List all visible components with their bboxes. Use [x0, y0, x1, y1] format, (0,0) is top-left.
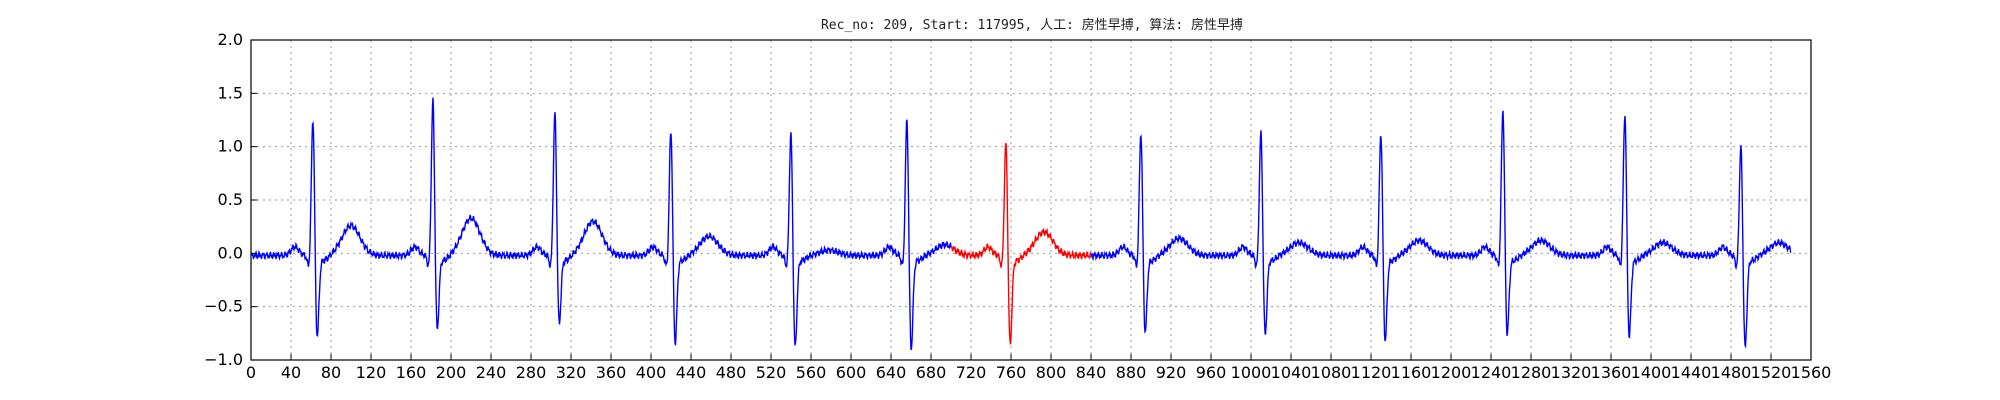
x-tick-label: 440: [676, 363, 707, 382]
x-tick-label: 840: [1076, 363, 1107, 382]
x-tick-label: 1480: [1711, 363, 1752, 382]
y-tick-label: 0.0: [218, 243, 243, 262]
x-tick-label: 1520: [1751, 363, 1792, 382]
x-tick-label: 720: [956, 363, 987, 382]
x-tick-label: 400: [636, 363, 667, 382]
y-tick-label: 2.0: [218, 30, 243, 49]
x-tick-label: 920: [1156, 363, 1187, 382]
x-tick-label: 1360: [1591, 363, 1632, 382]
x-tick-label: 80: [321, 363, 341, 382]
x-ticks: 0 40 80 120 160 200 240 280 320 360 400 440 480 520 56…: [246, 354, 1831, 382]
y-tick-label: −0.5: [204, 297, 243, 316]
x-tick-label: 640: [876, 363, 907, 382]
y-ticks: −1.0 −0.5 0.0 0.5 1.0 1.5 2.0: [204, 30, 257, 369]
x-tick-label: 1200: [1431, 363, 1472, 382]
grid-layer: [251, 40, 1811, 360]
y-tick-label: 1.0: [218, 137, 243, 156]
x-tick-label: 1240: [1471, 363, 1512, 382]
x-tick-label: 160: [396, 363, 427, 382]
chart-title: Rec_no: 209, Start: 117995, 人工: 房性早搏, 算法…: [821, 17, 1243, 33]
x-tick-label: 1080: [1311, 363, 1352, 382]
x-tick-label: 960: [1196, 363, 1227, 382]
x-tick-label: 880: [1116, 363, 1147, 382]
x-tick-label: 360: [596, 363, 627, 382]
x-tick-label: 560: [796, 363, 827, 382]
x-tick-label: 1400: [1631, 363, 1672, 382]
x-tick-label: 1320: [1551, 363, 1592, 382]
y-tick-label: −1.0: [204, 350, 243, 369]
x-tick-label: 1280: [1511, 363, 1552, 382]
ecg-series-2: [1090, 110, 1792, 349]
x-tick-label: 1160: [1391, 363, 1432, 382]
series-layer: [250, 97, 1792, 351]
x-tick-label: 320: [556, 363, 587, 382]
x-tick-label: 120: [356, 363, 387, 382]
x-tick-label: 240: [476, 363, 507, 382]
x-tick-label: 200: [436, 363, 467, 382]
y-tick-label: 0.5: [218, 190, 243, 209]
y-tick-label: 1.5: [218, 83, 243, 102]
x-tick-label: 40: [281, 363, 301, 382]
x-tick-label: 800: [1036, 363, 1067, 382]
x-tick-label: 1120: [1351, 363, 1392, 382]
x-tick-label: 760: [996, 363, 1027, 382]
x-tick-label: 1040: [1271, 363, 1312, 382]
x-tick-label: 1560: [1791, 363, 1832, 382]
x-tick-label: 480: [716, 363, 747, 382]
x-tick-label: 1440: [1671, 363, 1712, 382]
x-tick-label: 0: [246, 363, 256, 382]
x-tick-label: 600: [836, 363, 867, 382]
ecg-series-0: [250, 97, 952, 351]
x-tick-label: 680: [916, 363, 947, 382]
x-tick-label: 520: [756, 363, 787, 382]
ecg-series-1: [950, 142, 1092, 345]
x-tick-label: 1000: [1231, 363, 1272, 382]
x-tick-label: 280: [516, 363, 547, 382]
